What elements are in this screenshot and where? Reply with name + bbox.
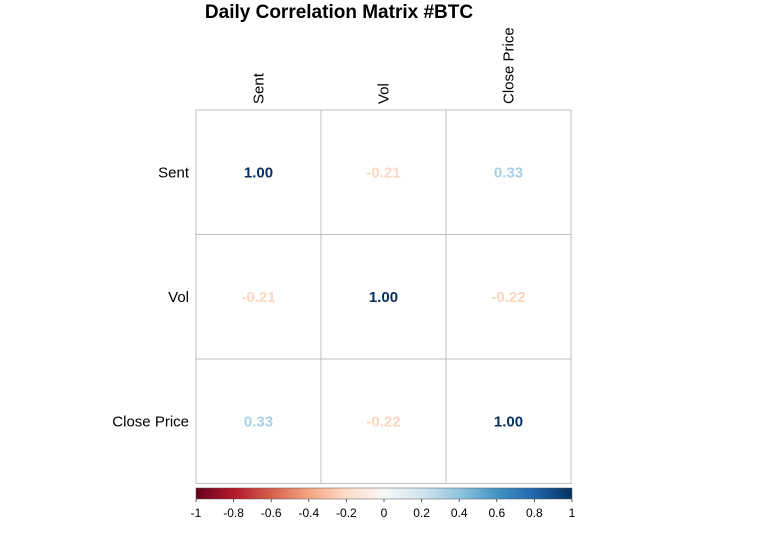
row-label: Sent: [158, 164, 190, 181]
column-label: Vol: [376, 83, 393, 104]
cell-value-label: -0.22: [366, 413, 400, 430]
cell-value-label: 0.33: [244, 413, 273, 430]
colorbar-tick-label: 0.8: [526, 506, 543, 520]
colorbar-tick-label: -0.2: [336, 506, 357, 520]
colorbar-tick-label: -0.6: [261, 506, 282, 520]
matrix-grid: [195, 109, 572, 484]
heatmap-cell: [320, 234, 447, 360]
heatmap-cell: [320, 109, 447, 235]
row-label: Close Price: [112, 413, 189, 430]
colorbar: [195, 487, 573, 500]
heatmap-cell: [445, 234, 572, 360]
cell-value-label: 1.00: [494, 413, 523, 430]
heatmap-cell: [445, 358, 572, 484]
colorbar-tick-label: 0.2: [413, 506, 430, 520]
heatmap-cell: [195, 109, 322, 235]
cell-value-label: -0.21: [366, 164, 400, 181]
heatmap-cell: [320, 358, 447, 484]
heatmap-cell: [195, 358, 322, 484]
colorbar-tick-label: 0.4: [451, 506, 468, 520]
colorbar-tick-label: 1: [569, 506, 576, 520]
cell-value-label: 0.33: [494, 164, 523, 181]
colorbar-tick-label: -0.4: [298, 506, 319, 520]
colorbar-ticks: -1 -0.8 -0.6 -0.4 -0.2 0 0.2 0.4 0.6 0.8 1: [191, 499, 576, 520]
colorbar-tick-label: -1: [191, 506, 202, 520]
column-labels: Sent Vol Close Price: [251, 27, 518, 104]
chart-title: Daily Correlation Matrix #BTC: [205, 2, 473, 23]
cell-value-label: 1.00: [369, 289, 398, 306]
colorbar-tick-label: -0.8: [223, 506, 244, 520]
cell-value-label: 1.00: [244, 164, 273, 181]
colorbar-tick-label: 0.6: [488, 506, 505, 520]
column-label: Close Price: [501, 27, 518, 104]
cell-value-label: -0.21: [241, 289, 275, 306]
cell-value-label: -0.22: [491, 289, 525, 306]
row-label: Vol: [168, 289, 189, 306]
cell-values: 1.00 -0.21 0.33 -0.21 1.00 -0.22 0.33 -0.22 1.00: [241, 164, 525, 430]
row-labels: Sent Vol Close Price: [112, 164, 190, 430]
colorbar-tick-label: 0: [381, 506, 388, 520]
heatmap-cell: [195, 234, 322, 360]
column-label: Sent: [251, 72, 268, 104]
heatmap-cell: [445, 109, 572, 235]
